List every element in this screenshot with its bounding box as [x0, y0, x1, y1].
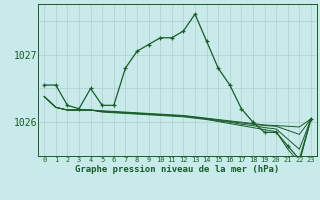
- X-axis label: Graphe pression niveau de la mer (hPa): Graphe pression niveau de la mer (hPa): [76, 165, 280, 174]
